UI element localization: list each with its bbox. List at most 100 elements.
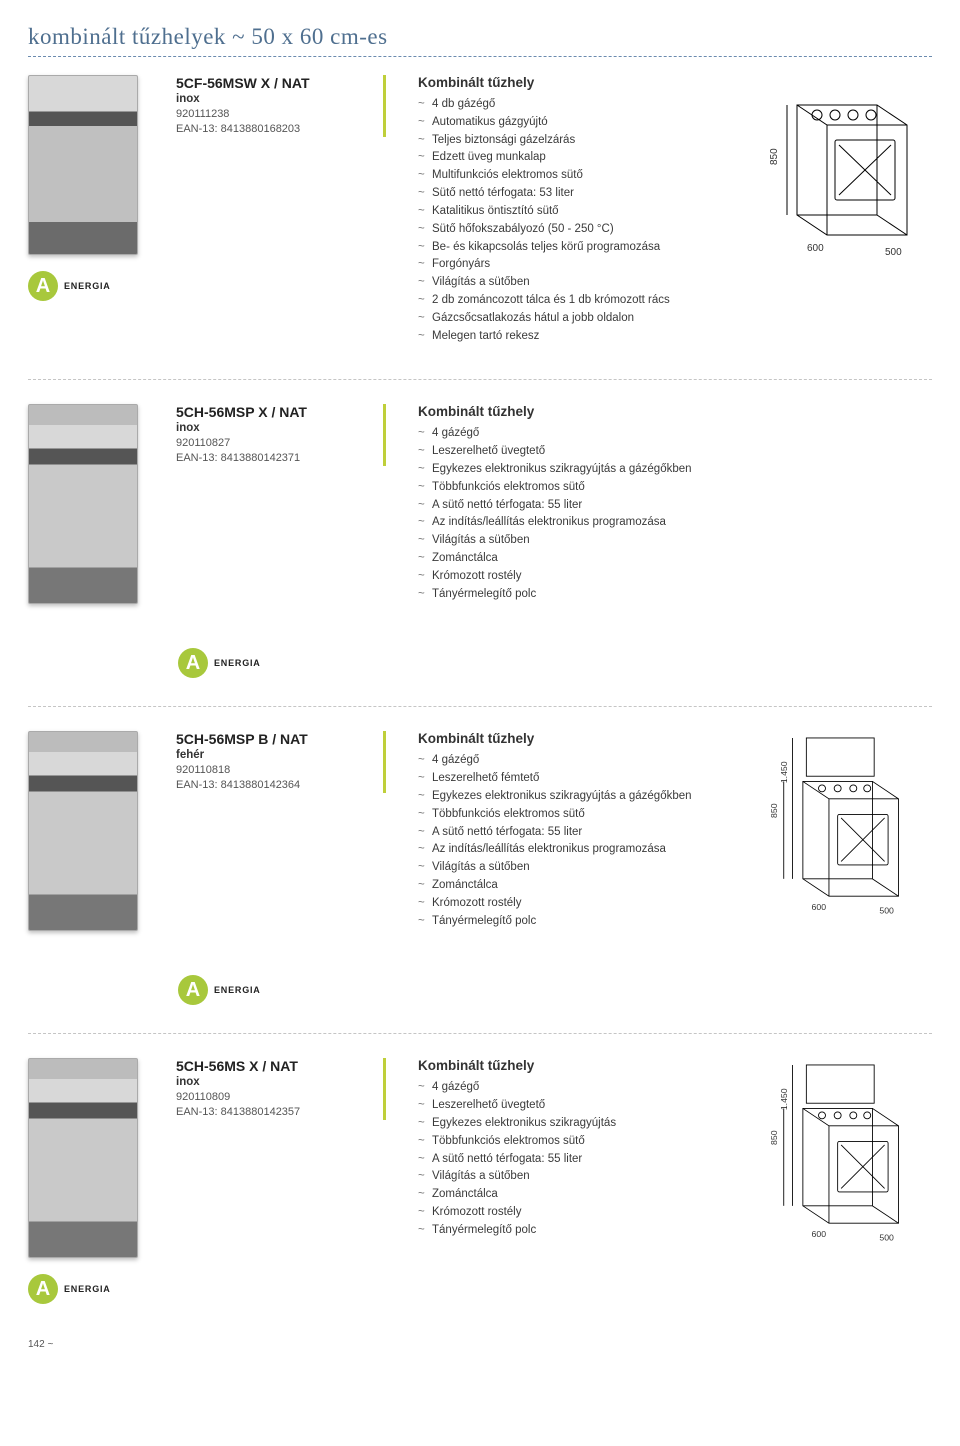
product-meta: 5CH-56MSP X / NAT inox 920110827 EAN-13:… <box>176 404 386 466</box>
feature-item: Tányérmelegítő polc <box>418 1222 724 1240</box>
feature-item: Zománctálca <box>418 1186 724 1204</box>
feature-item: Gázcsőcsatlakozás hátul a jobb oldalon <box>418 310 724 328</box>
feature-item: 4 gázégő <box>418 752 724 770</box>
feature-item: 4 db gázégő <box>418 96 724 114</box>
feature-item: Leszerelhető üvegtető <box>418 443 724 461</box>
product-sku: 920111238 <box>176 107 369 122</box>
product-row: 5CH-56MSP B / NAT fehér 920110818 EAN-13… <box>28 731 932 941</box>
feature-item: A sütő nettó térfogata: 55 liter <box>418 1151 724 1169</box>
feature-item: Egykezes elektronikus szikragyújtás <box>418 1115 724 1133</box>
dim-depth: 500 <box>879 1233 894 1243</box>
product-meta: 5CF-56MSW X / NAT inox 920111238 EAN-13:… <box>176 75 386 137</box>
dim-height-total: 1.450 <box>779 1089 789 1111</box>
product-features: Kombinált tűzhely 4 gázégőLeszerelhető f… <box>414 731 724 930</box>
feature-item: Többfunkciós elektromos sütő <box>418 1133 724 1151</box>
feature-item: Automatikus gázgyújtó <box>418 114 724 132</box>
feature-item: Forgónyárs <box>418 256 724 274</box>
title-rule <box>28 56 932 57</box>
feature-item: Tányérmelegítő polc <box>418 586 724 604</box>
product-variant: inox <box>176 1076 369 1088</box>
feature-item: Teljes biztonsági gázelzárás <box>418 132 724 150</box>
product-type: Kombinált tűzhely <box>418 731 724 746</box>
product-sku: 920110818 <box>176 763 369 778</box>
feature-item: Sütő nettó térfogata: 53 liter <box>418 185 724 203</box>
energy-label: ENERGIA <box>214 985 261 995</box>
feature-item: Világítás a sütőben <box>418 859 724 877</box>
feature-item: Katalitikus öntisztító sütő <box>418 203 724 221</box>
product-image-slot <box>28 731 148 941</box>
feature-item: Krómozott rostély <box>418 895 724 913</box>
dim-width: 600 <box>812 903 827 913</box>
feature-item: Az indítás/leállítás elektronikus progra… <box>418 841 724 859</box>
feature-item: Egykezes elektronikus szikragyújtás a gá… <box>418 461 724 479</box>
energy-label: ENERGIA <box>64 281 111 291</box>
product-type: Kombinált tűzhely <box>418 404 724 419</box>
energy-badge-icon: A <box>28 271 58 301</box>
feature-item: Melegen tartó rekesz <box>418 328 724 346</box>
page-title: kombinált tűzhelyek ~ 50 x 60 cm-es <box>28 24 932 50</box>
product-image-slot: A ENERGIA <box>28 1058 148 1304</box>
product-model: 5CH-56MSP X / NAT <box>176 404 369 420</box>
feature-item: Egykezes elektronikus szikragyújtás a gá… <box>418 788 724 806</box>
product-variant: fehér <box>176 749 369 761</box>
energy-rating: A ENERGIA <box>178 975 932 1005</box>
dim-depth: 500 <box>879 906 894 916</box>
feature-item: Az indítás/leállítás elektronikus progra… <box>418 514 724 532</box>
feature-item: Világítás a sütőben <box>418 532 724 550</box>
product-sku: 920110827 <box>176 436 369 451</box>
feature-item: Leszerelhető fémtető <box>418 770 724 788</box>
product-image <box>28 404 138 604</box>
feature-item: Krómozott rostély <box>418 1204 724 1222</box>
product-row: A ENERGIA 5CH-56MS X / NAT inox 92011080… <box>28 1058 932 1304</box>
feature-item: A sütő nettó térfogata: 55 liter <box>418 824 724 842</box>
energy-badge-icon: A <box>178 648 208 678</box>
feature-item: 4 gázégő <box>418 425 724 443</box>
feature-item: Világítás a sütőben <box>418 274 724 292</box>
product-variant: inox <box>176 93 369 105</box>
feature-item: Többfunkciós elektromos sütő <box>418 806 724 824</box>
product-image <box>28 75 138 255</box>
product-image-slot: A ENERGIA <box>28 75 148 301</box>
product-model: 5CH-56MSP B / NAT <box>176 731 369 747</box>
feature-item: Tányérmelegítő polc <box>418 913 724 931</box>
feature-item: Többfunkciós elektromos sütő <box>418 479 724 497</box>
product-features: Kombinált tűzhely 4 gázégőLeszerelhető ü… <box>414 404 724 603</box>
dim-height-body: 850 <box>769 804 779 819</box>
product-ean: EAN-13: 8413880142357 <box>176 1105 369 1120</box>
energy-rating: A ENERGIA <box>28 271 148 301</box>
dim-width: 600 <box>807 243 824 254</box>
feature-item: Leszerelhető üvegtető <box>418 1097 724 1115</box>
feature-item: Krómozott rostély <box>418 568 724 586</box>
product-features: Kombinált tűzhely 4 gázégőLeszerelhető ü… <box>414 1058 724 1239</box>
dimension-diagram: 850 1.450 600 500 <box>757 731 927 931</box>
feature-item: Be- és kikapcsolás teljes körű programoz… <box>418 239 724 257</box>
product-type: Kombinált tűzhely <box>418 1058 724 1073</box>
feature-item: 2 db zománcozott tálca és 1 db krómozott… <box>418 292 724 310</box>
dim-height-body: 850 <box>769 1131 779 1146</box>
dim-height-total: 1.450 <box>779 762 789 784</box>
energy-badge-icon: A <box>178 975 208 1005</box>
feature-item: 4 gázégő <box>418 1079 724 1097</box>
product-image <box>28 731 138 931</box>
product-variant: inox <box>176 422 369 434</box>
page-number: 142 ~ <box>28 1339 53 1350</box>
product-meta: 5CH-56MS X / NAT inox 920110809 EAN-13: … <box>176 1058 386 1120</box>
product-ean: EAN-13: 8413880142371 <box>176 451 369 466</box>
product-features: Kombinált tűzhely 4 db gázégőAutomatikus… <box>414 75 724 345</box>
divider <box>28 379 932 380</box>
dim-height: 850 <box>769 148 780 165</box>
feature-list: 4 db gázégőAutomatikus gázgyújtóTeljes b… <box>418 96 724 345</box>
product-ean: EAN-13: 8413880142364 <box>176 778 369 793</box>
product-row: 5CH-56MSP X / NAT inox 920110827 EAN-13:… <box>28 404 932 614</box>
energy-rating: A ENERGIA <box>178 648 932 678</box>
product-row: A ENERGIA 5CF-56MSW X / NAT inox 9201112… <box>28 75 932 345</box>
feature-item: Sütő hőfokszabályozó (50 - 250 °C) <box>418 221 724 239</box>
feature-item: Zománctálca <box>418 877 724 895</box>
divider <box>28 706 932 707</box>
dim-width: 600 <box>812 1230 827 1240</box>
product-model: 5CF-56MSW X / NAT <box>176 75 369 91</box>
dimension-diagram: 850 600 500 <box>757 75 927 275</box>
energy-badge-icon: A <box>28 1274 58 1304</box>
feature-list: 4 gázégőLeszerelhető üvegtetőEgykezes el… <box>418 1079 724 1239</box>
feature-list: 4 gázégőLeszerelhető fémtetőEgykezes ele… <box>418 752 724 930</box>
